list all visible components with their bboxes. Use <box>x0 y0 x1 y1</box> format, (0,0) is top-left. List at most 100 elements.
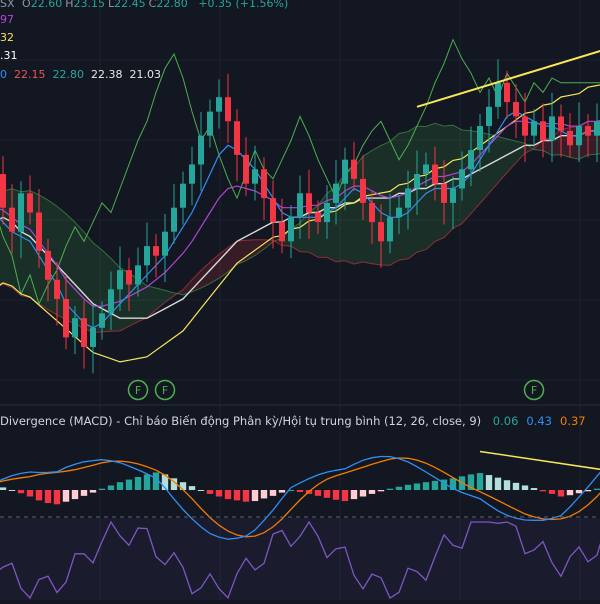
cloud-segment <box>498 136 507 183</box>
candle <box>315 200 321 235</box>
macd-histogram-bar <box>359 490 367 497</box>
candle-body <box>531 121 537 136</box>
macd-histogram-bar <box>440 479 448 490</box>
candle-body <box>144 246 150 266</box>
candle <box>225 73 231 143</box>
f-marker-label: F <box>531 384 537 397</box>
candle <box>54 261 60 326</box>
macd-histogram-bar <box>422 482 430 490</box>
macd-histogram-bar <box>125 479 133 490</box>
candle-body <box>306 193 312 213</box>
macd-histogram-bar <box>269 490 277 496</box>
candle-body <box>189 164 195 184</box>
macd-legend: Divergence (MACD) - Chỉ báo Biến động Ph… <box>0 414 586 428</box>
macd-histogram-bar <box>53 490 61 505</box>
candle <box>558 104 564 158</box>
candle-body <box>252 169 258 184</box>
macd-histogram-bar <box>512 482 520 490</box>
macd-histogram-bar <box>179 482 187 490</box>
macd-histogram-bar <box>251 490 259 502</box>
macd-histogram-bar <box>566 490 574 496</box>
cloud-segment <box>156 288 165 310</box>
candle-body <box>270 198 276 223</box>
macd-title: Divergence (MACD) - Chỉ báo Biến động Ph… <box>0 414 482 428</box>
candle <box>99 301 105 340</box>
macd-histogram-bar <box>539 490 547 492</box>
candle-body <box>576 126 582 146</box>
candle-body <box>162 231 168 256</box>
candle-body <box>594 121 600 136</box>
cloud-segment <box>381 141 390 266</box>
rsi-background <box>0 518 600 600</box>
macd-histogram-bar <box>548 490 556 494</box>
f-marker-circle <box>154 379 176 401</box>
macd-histogram-bar <box>35 490 43 501</box>
candle-body <box>378 222 384 242</box>
macd-histogram-bar <box>368 490 376 494</box>
macd-histogram-bar <box>530 488 538 490</box>
trendlines[interactable] <box>416 49 600 108</box>
cloud-segment <box>165 290 174 303</box>
candle <box>279 198 285 254</box>
f-marker-label: F <box>135 384 141 397</box>
candle-body <box>423 164 429 175</box>
macd-histogram-bar <box>215 490 223 497</box>
macd-histogram-bar <box>188 486 196 490</box>
macd-histogram-bar <box>71 490 79 500</box>
candle <box>396 195 402 235</box>
candle <box>288 205 294 259</box>
candle-body <box>414 174 420 189</box>
macd-histogram-bar <box>431 480 439 490</box>
macd-histogram-bar <box>161 474 169 490</box>
macd-histogram-bar <box>494 477 502 490</box>
candle <box>468 126 474 187</box>
candle-body <box>495 82 501 107</box>
candle-body <box>198 135 204 165</box>
macd-histogram-bar <box>80 490 88 496</box>
indicator-value-white: .31 <box>0 49 18 62</box>
candle-body <box>288 217 294 242</box>
ohlc-o: O22.60 <box>22 0 63 10</box>
candle <box>63 275 69 350</box>
candle <box>9 184 15 254</box>
macd-histogram-bar <box>377 490 385 492</box>
ohlc-c: C22.80 <box>148 0 188 10</box>
ohlc-legend: SX O22.60 H23.15 L22.45 C22.80 +0.35 (+1.56… <box>0 0 292 11</box>
candle <box>351 141 357 191</box>
macd-value-1: 0.43 <box>526 414 552 428</box>
macd-histogram-bar <box>584 490 592 492</box>
macd-histogram-bar <box>107 485 115 490</box>
candle-body <box>27 193 33 213</box>
candle <box>459 151 465 201</box>
macd-histogram-bar <box>593 488 600 490</box>
rsi-panel <box>0 516 600 600</box>
macd-histogram-bar <box>449 478 457 490</box>
cloud-segment <box>147 285 156 318</box>
candle <box>432 146 438 201</box>
candle-body <box>441 183 447 203</box>
ohlc-l: L22.45 <box>107 0 146 10</box>
cloud-segment <box>0 190 3 286</box>
ohlc-values: O22.60 H23.15 L22.45 C22.80 <box>22 0 191 10</box>
candle <box>27 175 33 225</box>
candle <box>162 213 168 283</box>
macd-histogram-bar <box>26 490 34 497</box>
macd-histogram-bar <box>341 490 349 502</box>
candle-body <box>522 116 528 136</box>
macd-histogram-bar <box>503 480 511 490</box>
candle <box>423 152 429 187</box>
ichimoku-value-1: 22.15 <box>14 68 46 81</box>
macd-histogram-bar <box>278 490 286 493</box>
candle <box>405 170 411 230</box>
macd-histogram-bar <box>287 490 295 491</box>
macd-signal-line <box>0 457 600 538</box>
f-marker-circle <box>523 379 545 401</box>
candle-body <box>297 193 303 218</box>
macd-histogram-bar <box>332 490 340 500</box>
candle <box>495 59 501 119</box>
candle-body <box>324 202 330 223</box>
candle <box>369 190 375 244</box>
candle <box>153 234 159 278</box>
